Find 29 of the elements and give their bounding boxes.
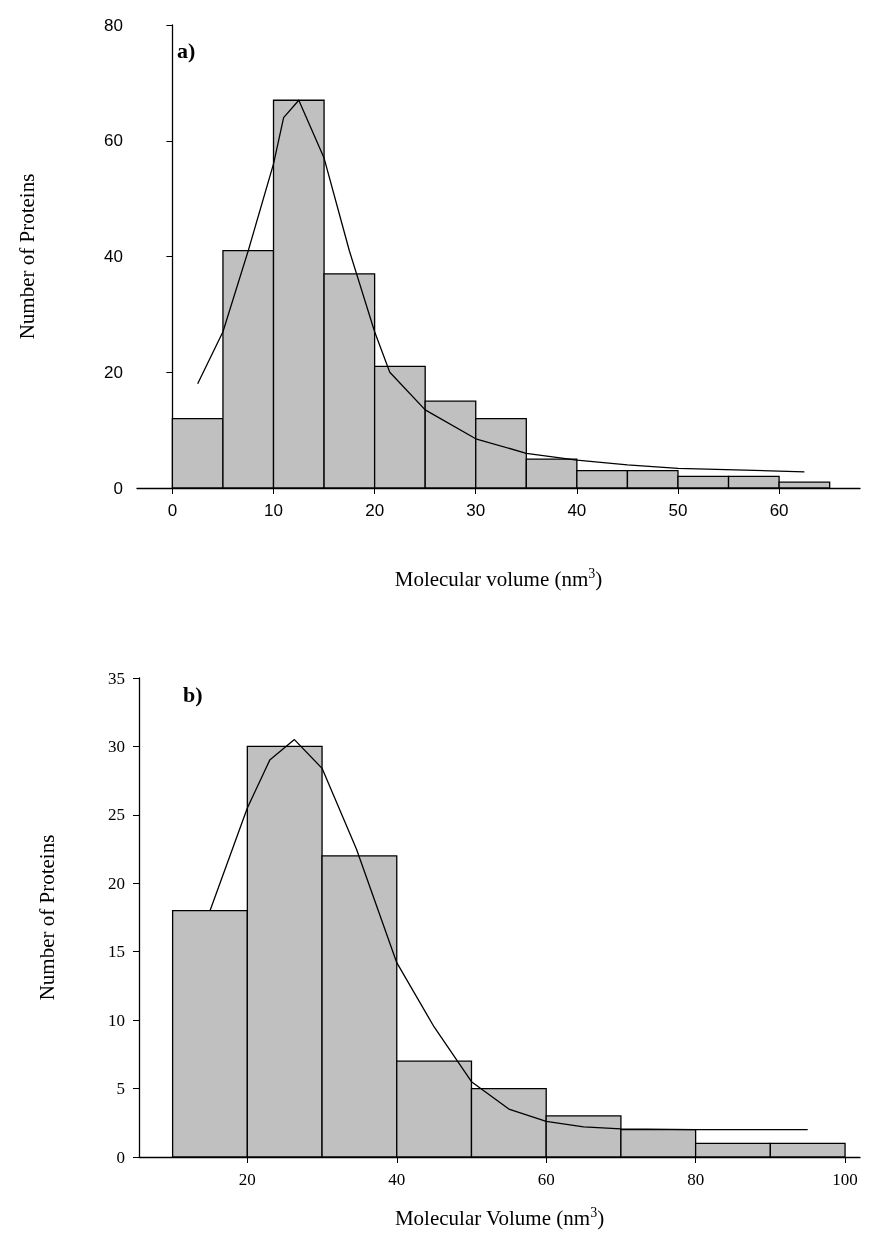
y-tick-label: 20 xyxy=(108,873,125,893)
y-tick-label: 35 xyxy=(108,668,125,688)
x-tick-label: 60 xyxy=(537,1170,555,1189)
y-axis-title: Number of Proteins xyxy=(14,173,39,340)
x-tick-label: 50 xyxy=(668,501,688,520)
x-tick-label: 30 xyxy=(466,501,486,520)
y-tick-label: 5 xyxy=(116,1079,125,1099)
y-tick-label: 10 xyxy=(108,1010,125,1030)
y-tick-label: 30 xyxy=(108,736,125,756)
x-tick-label: 40 xyxy=(567,501,587,520)
y-axis-title: Number of Proteins xyxy=(34,834,59,1001)
x-tick-label: 60 xyxy=(769,501,789,520)
x-tick-label: 0 xyxy=(167,501,178,520)
chart-title: b) xyxy=(183,681,203,707)
y-tick-label: 0 xyxy=(116,1147,125,1167)
y-tick-label: 0 xyxy=(113,478,123,498)
x-tick-label: 10 xyxy=(264,501,283,520)
y-tick-label: 15 xyxy=(108,942,125,962)
y-tick-label: 25 xyxy=(108,805,125,825)
y-tick-label: 20 xyxy=(104,362,123,382)
x-tick-label: 20 xyxy=(365,501,385,520)
y-tick-label: 80 xyxy=(104,15,123,35)
x-tick-label: 20 xyxy=(238,1170,256,1189)
text: a) xyxy=(177,37,196,63)
x-tick-label: 40 xyxy=(388,1170,406,1189)
x-tick-label: 100 xyxy=(832,1170,858,1189)
x-tick-label: 80 xyxy=(687,1170,705,1189)
y-tick-label: 40 xyxy=(104,247,123,266)
y-tick-label: 60 xyxy=(104,131,123,151)
